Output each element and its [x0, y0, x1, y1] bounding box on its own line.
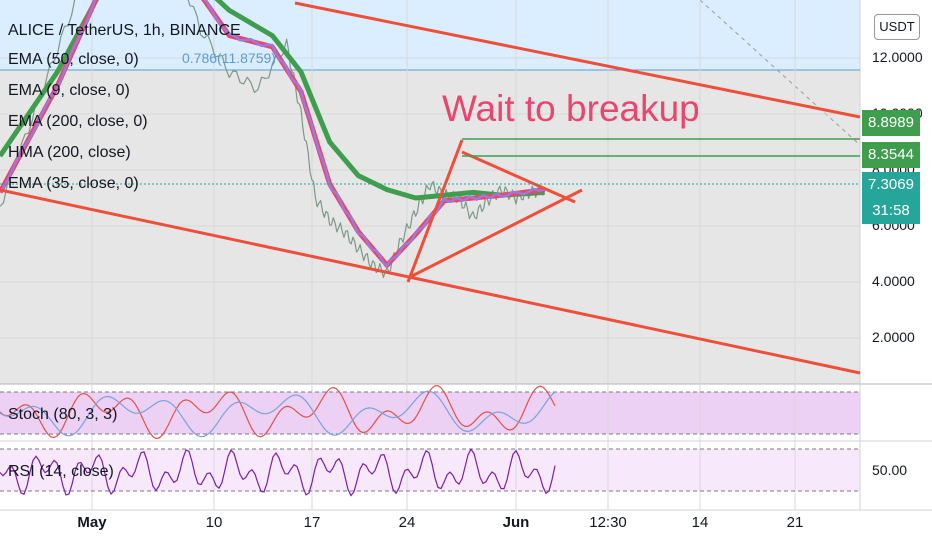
- time-tick-label: 10: [205, 514, 223, 531]
- time-tick-label: 14: [691, 514, 709, 531]
- time-tick-label: 24: [398, 514, 416, 531]
- stoch-k-line: [0, 385, 556, 440]
- ema9-line: [0, 0, 545, 267]
- triangle-upper-edge: [461, 150, 576, 204]
- fib-label: 0.786(11.8759): [182, 50, 276, 66]
- rsi-line: [0, 448, 556, 497]
- legend-ema35[interactable]: EMA (35, close, 0): [8, 175, 139, 192]
- legend-hma200[interactable]: HMA (200, close): [8, 144, 131, 161]
- current-price-badge: 7.3069: [862, 172, 920, 198]
- upper-channel-line: [294, 1, 861, 119]
- annotation-text: Wait to breakup: [442, 88, 700, 129]
- price-tick-label: 12.0000: [872, 49, 923, 65]
- currency-button[interactable]: USDT: [874, 14, 920, 40]
- level-badge-1: 8.8989: [862, 110, 920, 136]
- time-tick-label: Jun: [502, 514, 530, 531]
- dashed-projection: [699, 0, 861, 146]
- legend-ema50[interactable]: EMA (50, close, 0): [8, 51, 139, 68]
- time-tick-label: 21: [786, 514, 804, 531]
- time-tick-label: 17: [303, 514, 321, 531]
- rsi-tick: 50.00: [872, 462, 908, 478]
- lower-channel-line: [0, 188, 861, 375]
- legend-ema9[interactable]: EMA (9, close, 0): [8, 82, 130, 99]
- triangle-left-edge: [406, 139, 464, 283]
- price-tick-label: 4.0000: [872, 273, 915, 289]
- time-tick-label: May: [77, 514, 107, 531]
- osc-layer: [0, 385, 860, 497]
- stoch-d-line: [0, 390, 556, 438]
- triangle-lower-edge: [407, 188, 583, 280]
- ema50-line: [0, 0, 545, 201]
- countdown-badge: 31:58: [862, 198, 920, 224]
- legend-ema200[interactable]: EMA (200, close, 0): [8, 113, 148, 130]
- chart-title: ALICE / TetherUS, 1h, BINANCE: [8, 22, 241, 39]
- level-badge-2: 8.3544: [862, 142, 920, 168]
- stoch-band: [0, 392, 860, 434]
- price-line: [0, 0, 546, 279]
- stoch-label[interactable]: Stoch (80, 3, 3): [8, 406, 118, 423]
- price-tick-label: 2.0000: [872, 329, 915, 345]
- time-tick-label: 12:30: [589, 514, 627, 531]
- rsi-label[interactable]: RSI (14, close): [8, 463, 114, 480]
- indicator-legend: EMA (50, close, 0) EMA (9, close, 0) EMA…: [8, 50, 148, 205]
